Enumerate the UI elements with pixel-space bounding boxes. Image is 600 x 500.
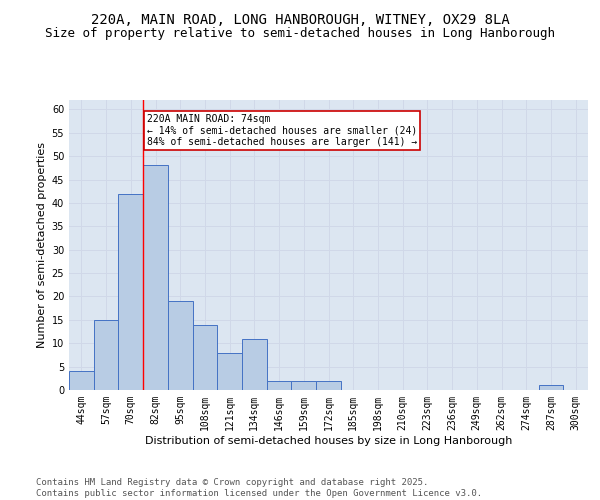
Bar [168, 301, 193, 390]
Bar [94, 320, 118, 390]
Bar [69, 372, 94, 390]
Bar [217, 352, 242, 390]
X-axis label: Distribution of semi-detached houses by size in Long Hanborough: Distribution of semi-detached houses by … [145, 436, 512, 446]
Text: Contains HM Land Registry data © Crown copyright and database right 2025.
Contai: Contains HM Land Registry data © Crown c… [36, 478, 482, 498]
Bar [316, 380, 341, 390]
Bar [267, 380, 292, 390]
Bar [118, 194, 143, 390]
Text: 220A MAIN ROAD: 74sqm
← 14% of semi-detached houses are smaller (24)
84% of semi: 220A MAIN ROAD: 74sqm ← 14% of semi-deta… [147, 114, 417, 147]
Bar [193, 324, 217, 390]
Bar [539, 386, 563, 390]
Bar [242, 338, 267, 390]
Bar [292, 380, 316, 390]
Y-axis label: Number of semi-detached properties: Number of semi-detached properties [37, 142, 47, 348]
Bar [143, 166, 168, 390]
Text: Size of property relative to semi-detached houses in Long Hanborough: Size of property relative to semi-detach… [45, 28, 555, 40]
Text: 220A, MAIN ROAD, LONG HANBOROUGH, WITNEY, OX29 8LA: 220A, MAIN ROAD, LONG HANBOROUGH, WITNEY… [91, 12, 509, 26]
